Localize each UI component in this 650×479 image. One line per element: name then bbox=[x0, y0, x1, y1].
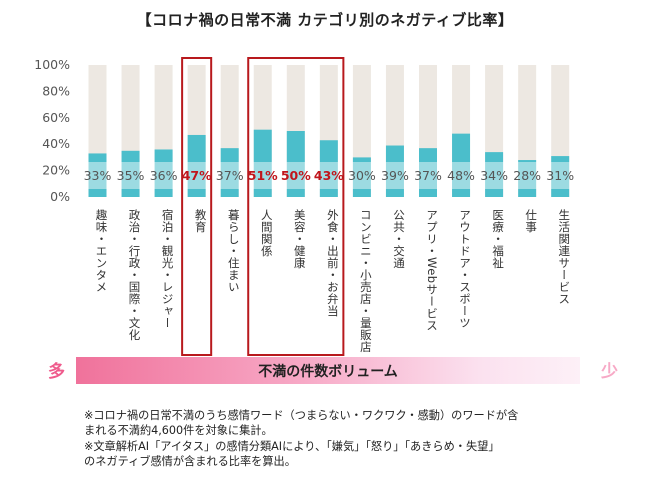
x-tick-label: 政治・行政・国際・文化 bbox=[128, 208, 142, 341]
x-tick-label: 人間関係 bbox=[260, 209, 274, 257]
bar bbox=[518, 160, 537, 197]
x-tick-label: 仕事 bbox=[524, 209, 538, 233]
volume-label: 不満の件数ボリューム bbox=[258, 364, 398, 380]
bar bbox=[121, 150, 140, 197]
data-label: 50% bbox=[281, 168, 311, 183]
x-tick-label: 教育 bbox=[194, 208, 208, 233]
y-tick-label: 20% bbox=[42, 163, 70, 178]
x-tick-label: 宿泊・観光・レジャー bbox=[161, 208, 175, 329]
bar bbox=[452, 133, 471, 197]
data-label: 34% bbox=[480, 168, 508, 183]
volume-many-label: 多 bbox=[48, 362, 65, 382]
bar bbox=[419, 148, 437, 197]
data-label: 39% bbox=[381, 168, 409, 183]
bar bbox=[187, 134, 206, 197]
data-label: 37% bbox=[414, 168, 442, 183]
x-tick-label: 美容・健康 bbox=[293, 208, 307, 269]
bar bbox=[352, 157, 371, 197]
data-label: 31% bbox=[546, 168, 574, 183]
y-tick-label: 60% bbox=[42, 110, 70, 125]
x-tick-label: 医療・福祉 bbox=[491, 209, 505, 269]
highlight-box bbox=[247, 57, 345, 356]
data-label: 28% bbox=[513, 168, 541, 183]
y-tick-label: 100% bbox=[34, 57, 70, 72]
data-label: 36% bbox=[150, 168, 178, 183]
data-label: 51% bbox=[248, 168, 278, 183]
y-tick-label: 40% bbox=[42, 136, 70, 151]
x-tick-label: 公共・交通 bbox=[392, 209, 406, 269]
y-tick-label: 80% bbox=[42, 83, 70, 98]
bar bbox=[485, 152, 504, 197]
data-label: 37% bbox=[216, 168, 244, 183]
bar bbox=[385, 145, 404, 197]
x-tick-label: 趣味・エンタメ bbox=[95, 208, 109, 293]
bar bbox=[88, 153, 107, 197]
bar bbox=[220, 148, 239, 197]
bar bbox=[154, 149, 173, 197]
highlight-box bbox=[181, 57, 213, 356]
data-label: 48% bbox=[447, 168, 475, 183]
chart-title: 【コロナ禍の日常不満 カテゴリ別のネガティブ比率】 bbox=[136, 11, 514, 29]
note-line: ※文章解析AI「アイタス」の感情分類AIにより、「嫌気」「怒り」「あきらめ・失望… bbox=[84, 440, 500, 453]
data-label: 33% bbox=[84, 168, 112, 183]
note-line: のネガティブ感情が含まれる比率を算出。 bbox=[84, 455, 296, 468]
x-tick-label: 外食・出前・お弁当 bbox=[326, 209, 340, 317]
data-label: 47% bbox=[182, 168, 212, 183]
bar bbox=[551, 156, 570, 197]
data-label: 43% bbox=[314, 168, 344, 183]
x-tick-label: 生活関連サービス bbox=[557, 208, 571, 305]
bar bbox=[286, 131, 305, 197]
x-tick-label: アウトドア・スポーツ bbox=[458, 209, 472, 329]
bar bbox=[319, 140, 338, 197]
data-label: 30% bbox=[348, 168, 376, 183]
x-tick-label: アプリ・Webサービス bbox=[425, 209, 439, 332]
note-line: まれる不満約4,600件を対象に集計。 bbox=[84, 424, 273, 437]
x-tick-label: 暮らし・住まい bbox=[227, 208, 241, 293]
x-tick-label: コンビニ・小売店・量販店 bbox=[359, 209, 373, 353]
label-band bbox=[78, 162, 583, 189]
y-tick-label: 0% bbox=[50, 189, 70, 204]
note-line: ※コロナ禍の日常不満のうち感情ワード（つまらない・ワクワク・感動）のワードが含 bbox=[84, 409, 519, 422]
bar bbox=[253, 129, 272, 197]
data-label: 35% bbox=[117, 168, 145, 183]
volume-gradient-bar bbox=[76, 357, 580, 384]
volume-few-label: 少 bbox=[601, 362, 618, 382]
